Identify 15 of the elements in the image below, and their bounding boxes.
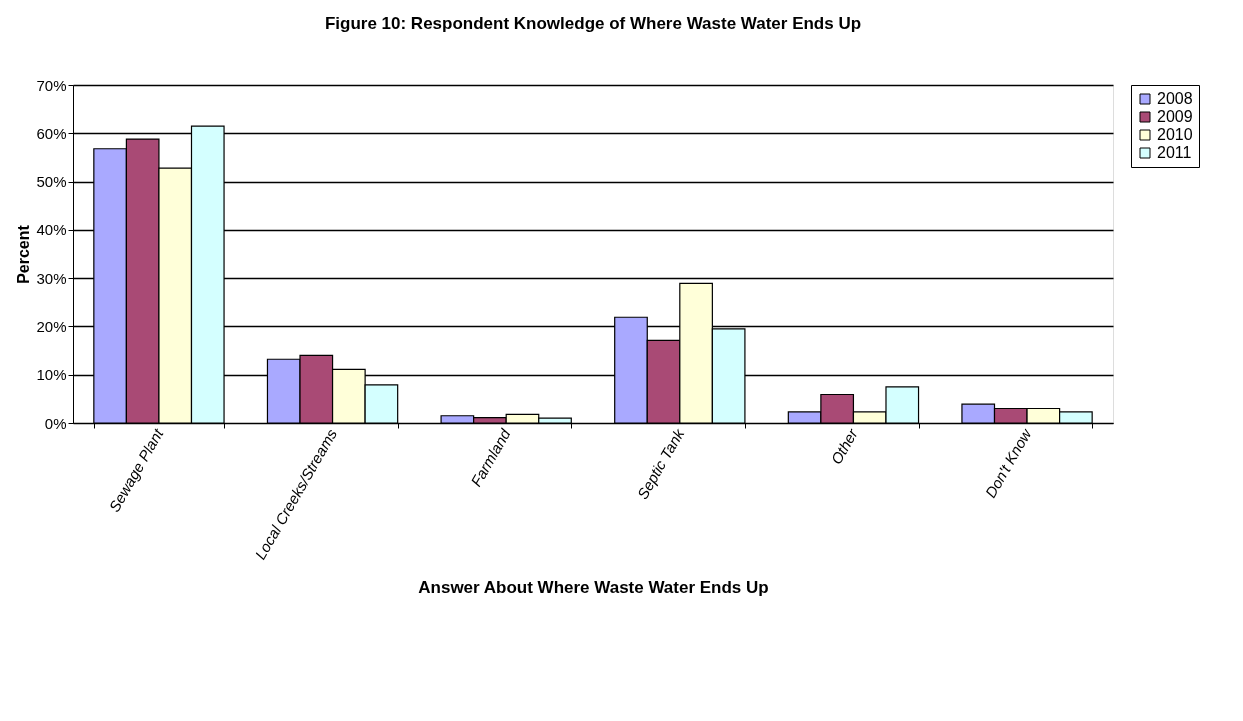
y-tick-label: 60% bbox=[36, 124, 67, 142]
legend-label: 2008 bbox=[1157, 90, 1193, 107]
y-tick-label: 50% bbox=[36, 173, 67, 191]
chart-title: Figure 10: Respondent Knowledge of Where Waste Water Ends Up bbox=[324, 14, 862, 33]
y-tick-label: 70% bbox=[36, 76, 67, 94]
legend-label: 2009 bbox=[1157, 108, 1193, 125]
y-tick-label: 10% bbox=[36, 366, 67, 384]
legend-label: 2010 bbox=[1157, 126, 1193, 143]
y-tick-label: 40% bbox=[36, 221, 67, 239]
y-axis-title: Percent bbox=[15, 224, 33, 284]
x-axis-title: Answer About Where Waste Water Ends Up bbox=[418, 578, 769, 598]
legend-label: 2011 bbox=[1157, 144, 1192, 161]
y-tick-label: 30% bbox=[36, 269, 67, 287]
y-tick-label: 20% bbox=[36, 317, 67, 335]
y-tick-label: 0% bbox=[44, 414, 67, 432]
